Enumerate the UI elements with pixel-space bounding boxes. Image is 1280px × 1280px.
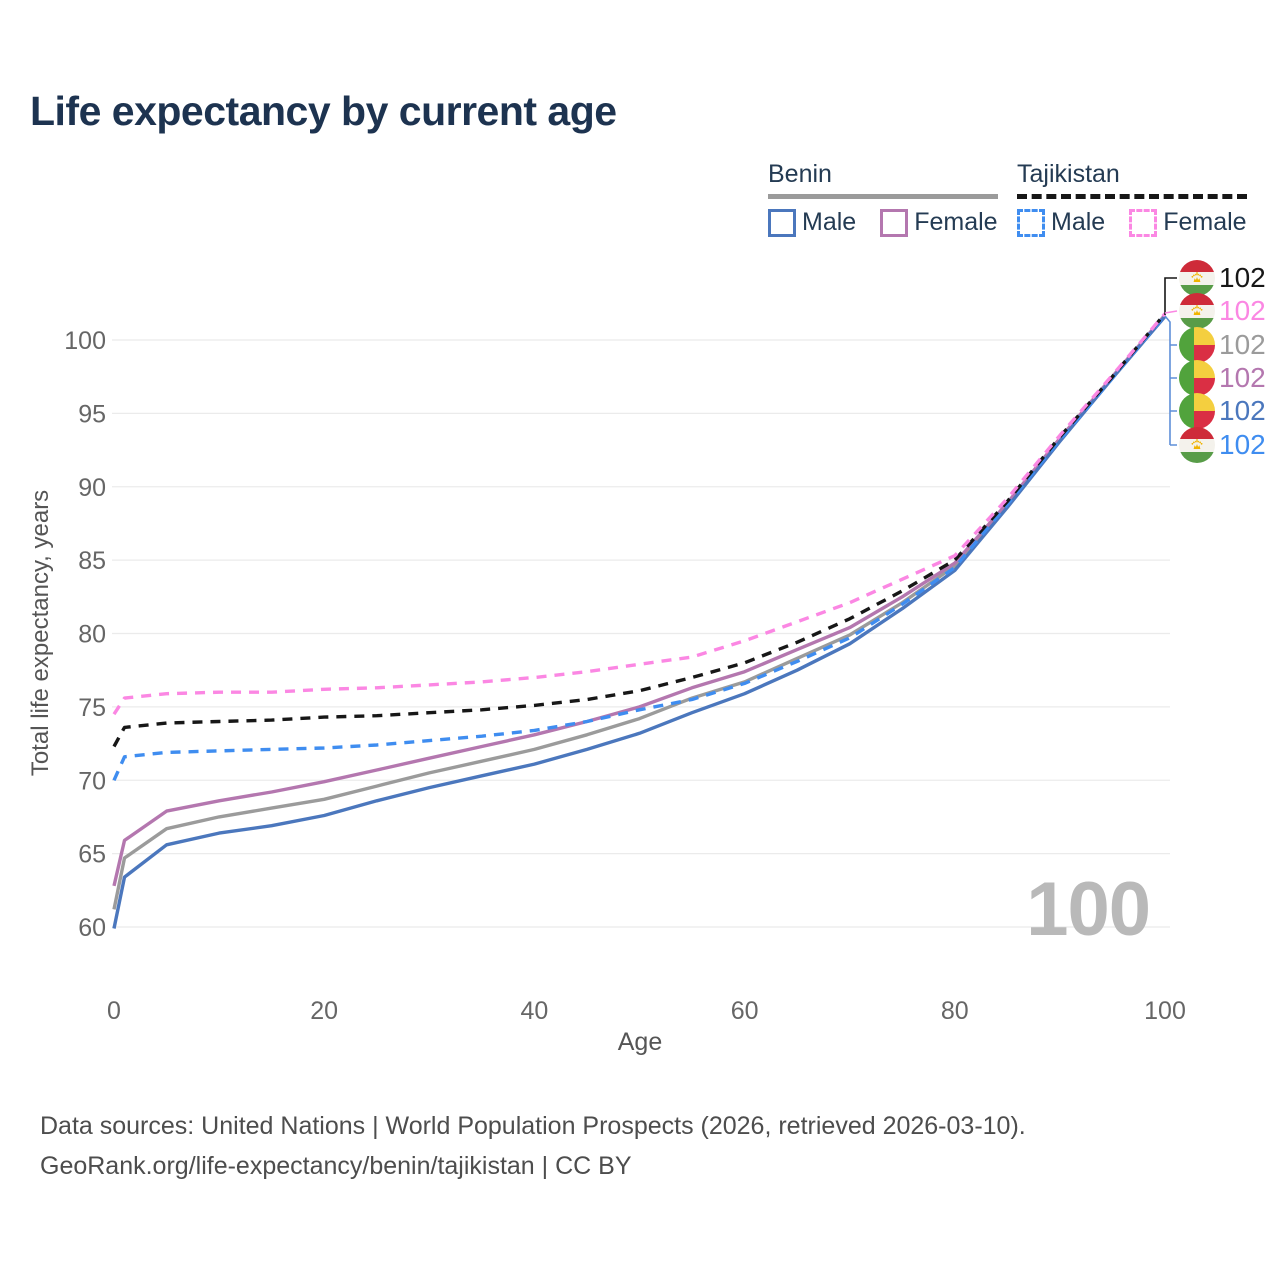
legend-country-benin: Benin: [768, 160, 832, 188]
flag-icon-tajikistan: [1179, 427, 1215, 463]
y-tick-label: 75: [78, 694, 106, 722]
legend-item-tajikistan-female[interactable]: Female: [1129, 208, 1247, 237]
series-line-benin[interactable]: [112, 313, 1167, 910]
flag-icon-benin: [1179, 327, 1215, 363]
y-axis-label: Total life expectancy, years: [27, 490, 54, 776]
legend-line-sample-tajikistan: [1017, 194, 1247, 199]
y-tick-label: 60: [78, 914, 106, 942]
flag-icon-benin: [1179, 393, 1215, 429]
page-title: Life expectancy by current age: [30, 88, 617, 134]
series-line-benin-female[interactable]: [112, 313, 1167, 887]
benin-male-swatch-icon: [768, 208, 796, 237]
benin-female-swatch-icon: [880, 208, 909, 237]
legend-country-tajikistan: Tajikistan: [1017, 160, 1120, 188]
y-tick-label: 95: [78, 400, 106, 428]
y-tick-label: 65: [78, 841, 106, 869]
leader-line-blue-bracket: [1164, 315, 1177, 446]
age-watermark: 100: [1026, 867, 1151, 952]
source-footer: Data sources: United Nations | World Pop…: [40, 1106, 1026, 1186]
legend-item-tajikistan-male[interactable]: Male: [1017, 208, 1105, 237]
x-tick-label: 0: [107, 997, 121, 1025]
y-tick-label: 100: [64, 327, 106, 355]
legend-group-tajikistan: Tajikistan Male Female: [1017, 160, 1247, 237]
end-value-label: 102: [1219, 395, 1266, 426]
y-tick-label: 70: [78, 767, 106, 795]
end-value-label: 102: [1219, 429, 1266, 460]
x-tick-label: 100: [1144, 997, 1186, 1025]
legend-group-benin: Benin Male Female: [768, 160, 998, 237]
legend-label: Female: [1163, 208, 1247, 236]
x-tick-label: 80: [941, 997, 969, 1025]
end-value-label: 102: [1219, 329, 1266, 360]
legend-line-sample-benin: [768, 194, 998, 199]
end-value-label: 102: [1219, 362, 1266, 393]
flag-icon-tajikistan: [1179, 293, 1215, 329]
x-tick-label: 60: [731, 997, 759, 1025]
attribution-line: GeoRank.org/life-expectancy/benin/tajiki…: [40, 1152, 632, 1180]
series-line-tajikistan-male[interactable]: [112, 314, 1167, 781]
series-line-tajikistan[interactable]: [112, 312, 1167, 748]
legend-label: Male: [802, 208, 857, 236]
flag-icon-tajikistan: [1179, 260, 1215, 296]
legend-item-benin-male[interactable]: Male: [768, 208, 856, 237]
legend-item-benin-female[interactable]: Female: [880, 208, 998, 237]
legend-label: Female: [914, 208, 998, 236]
y-tick-label: 80: [78, 621, 106, 649]
series-line-tajikistan-female[interactable]: [112, 312, 1167, 716]
end-value-label: 102: [1219, 295, 1266, 326]
leader-line-pink: [1164, 310, 1178, 314]
legend-label: Male: [1051, 208, 1106, 236]
x-tick-label: 40: [520, 997, 548, 1025]
y-tick-label: 85: [78, 547, 106, 575]
tajikistan-female-swatch-icon: [1129, 208, 1158, 237]
series-line-benin-male[interactable]: [112, 315, 1167, 929]
legend: Benin Male Female Tajikistan Male: [0, 160, 1280, 250]
y-tick-label: 90: [78, 474, 106, 502]
flag-icon-benin: [1179, 360, 1215, 396]
x-tick-label: 20: [310, 997, 338, 1025]
leader-line-black: [1164, 277, 1177, 315]
end-value-label: 102: [1219, 262, 1266, 293]
data-sources-line: Data sources: United Nations | World Pop…: [40, 1112, 1026, 1140]
tajikistan-male-swatch-icon: [1017, 208, 1045, 237]
x-axis-label: Age: [618, 1028, 662, 1056]
